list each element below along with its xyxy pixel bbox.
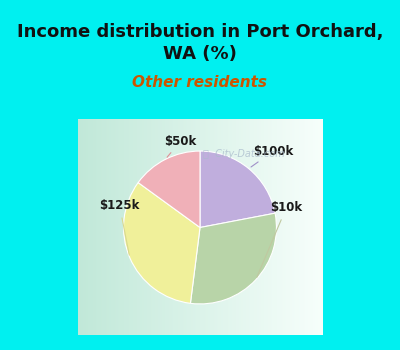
Text: $10k: $10k <box>257 201 302 277</box>
Text: Income distribution in Port Orchard,
WA (%): Income distribution in Port Orchard, WA … <box>17 23 383 63</box>
Wedge shape <box>124 183 200 303</box>
Wedge shape <box>138 151 200 228</box>
Text: Other residents: Other residents <box>132 75 268 90</box>
Text: ⓘ  City-Data.com: ⓘ City-Data.com <box>203 149 285 159</box>
Text: $50k: $50k <box>164 135 196 157</box>
Wedge shape <box>190 213 276 304</box>
Text: $125k: $125k <box>100 199 140 255</box>
Text: $100k: $100k <box>251 145 294 167</box>
Wedge shape <box>200 151 275 228</box>
